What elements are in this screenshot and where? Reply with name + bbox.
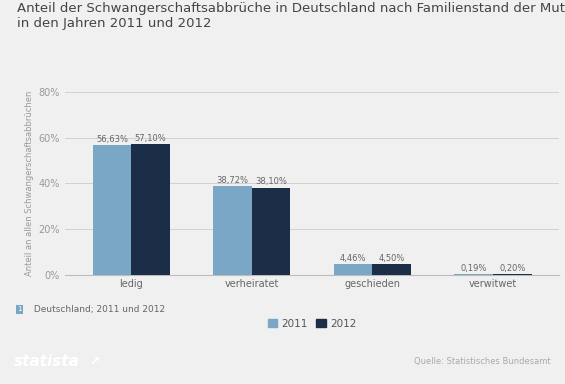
Text: 4,46%: 4,46% — [340, 254, 367, 263]
Text: 4,50%: 4,50% — [379, 254, 405, 263]
Bar — [334, 265, 372, 275]
Text: Quelle: Statistisches Bundesamt: Quelle: Statistisches Bundesamt — [414, 358, 551, 366]
Bar — [454, 274, 493, 275]
Y-axis label: Anteil an allen Schwangerschaftsabbrüchen: Anteil an allen Schwangerschaftsabbrüche… — [25, 91, 34, 276]
Bar — [493, 274, 532, 275]
Text: ↗: ↗ — [89, 354, 100, 367]
Text: in den Jahren 2011 und 2012: in den Jahren 2011 und 2012 — [17, 17, 211, 30]
Bar — [252, 188, 290, 275]
Text: 38,10%: 38,10% — [255, 177, 287, 186]
Text: 38,72%: 38,72% — [216, 176, 249, 185]
Text: 56,63%: 56,63% — [96, 135, 128, 144]
Text: 57,10%: 57,10% — [134, 134, 167, 143]
Legend: 2011, 2012: 2011, 2012 — [264, 314, 360, 333]
Text: 0,19%: 0,19% — [460, 263, 487, 273]
Text: statista: statista — [14, 354, 80, 369]
Bar — [214, 186, 252, 275]
Bar — [93, 146, 131, 275]
Text: Deutschland; 2011 und 2012: Deutschland; 2011 und 2012 — [31, 305, 165, 314]
Text: 0,20%: 0,20% — [499, 263, 525, 273]
Bar — [131, 144, 170, 275]
Bar — [372, 264, 411, 275]
Text: Anteil der Schwangerschaftsabbrüche in Deutschland nach Familienstand der Mutter: Anteil der Schwangerschaftsabbrüche in D… — [17, 2, 565, 15]
Text: 1: 1 — [17, 306, 21, 312]
